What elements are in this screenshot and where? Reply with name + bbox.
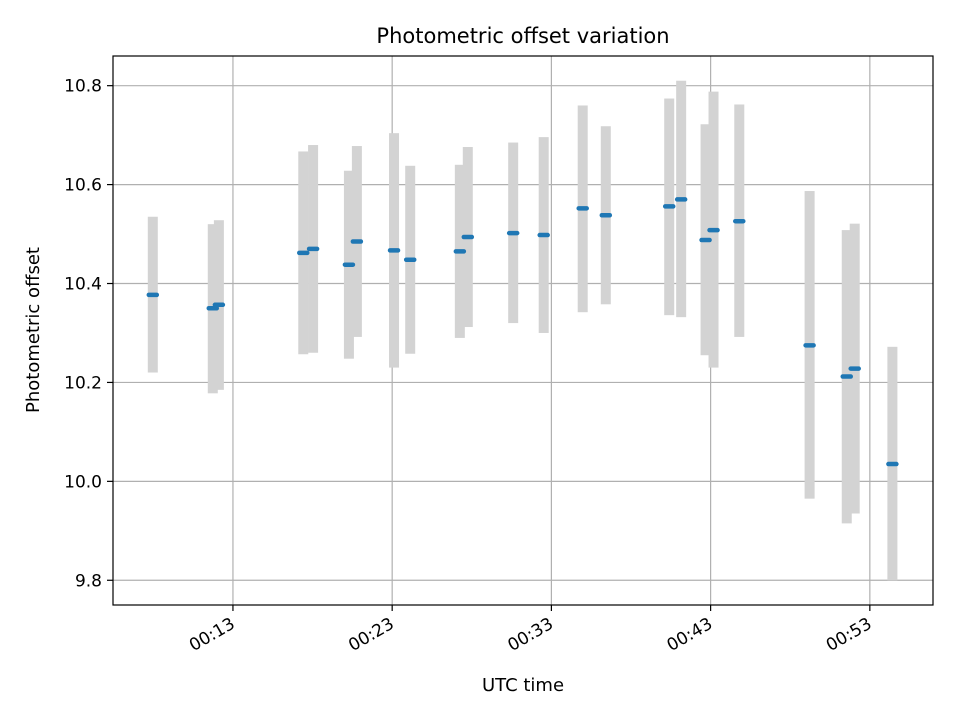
y-tick-label: 9.8 <box>75 571 102 591</box>
y-tick-label: 10.0 <box>64 472 102 492</box>
y-axis-label: Photometric offset <box>23 247 44 413</box>
y-tick-label: 10.8 <box>64 77 102 97</box>
x-axis-label: UTC time <box>482 675 564 696</box>
y-tick-label: 10.2 <box>64 373 102 393</box>
plot-frame <box>112 55 934 606</box>
y-tick-label: 10.6 <box>64 176 102 196</box>
point-layer <box>146 197 899 467</box>
y-tick-label: 10.4 <box>64 275 102 295</box>
chart-title: Photometric offset variation <box>376 24 669 48</box>
grid-layer <box>113 56 933 605</box>
